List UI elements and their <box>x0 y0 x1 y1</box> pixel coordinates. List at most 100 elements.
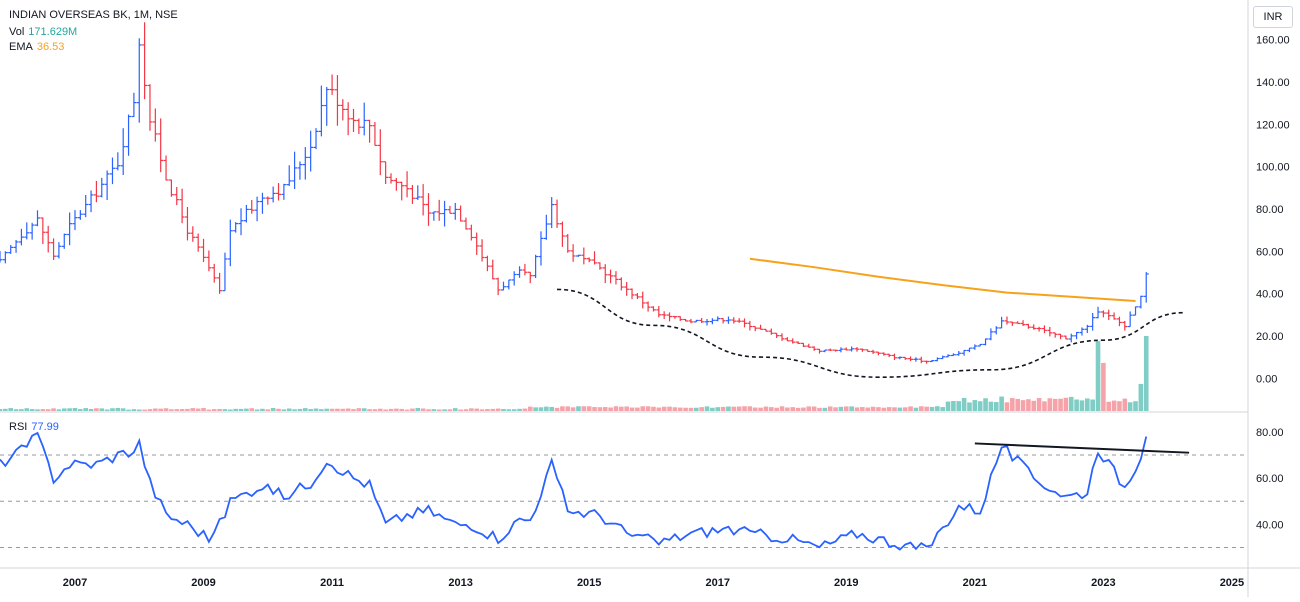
time-tick-label: 2019 <box>834 577 858 589</box>
ohlc-bar <box>142 22 148 100</box>
ohlc-bar <box>276 182 282 201</box>
price-tick-label: 40.00 <box>1256 289 1284 301</box>
volume-bar <box>522 408 528 411</box>
price-tick-label: 120.00 <box>1256 119 1290 131</box>
rsi-line <box>0 431 1148 551</box>
volume-bar <box>640 406 646 411</box>
ohlc-bar <box>259 192 265 214</box>
time-tick-label: 2015 <box>577 577 601 589</box>
volume-bar <box>549 406 554 411</box>
ohlc-bar <box>1133 306 1139 316</box>
volume-bar <box>983 398 988 411</box>
volume-bar <box>854 407 860 411</box>
volume-bar <box>67 408 72 411</box>
currency-button[interactable]: INR <box>1253 6 1293 28</box>
volume-bar <box>490 408 496 411</box>
volume-bar <box>1015 398 1020 411</box>
volume-bar <box>881 407 887 411</box>
ohlc-bar <box>613 271 619 285</box>
ohlc-bar <box>1025 323 1031 329</box>
volume-bar <box>426 409 431 411</box>
ohlc-bar <box>13 239 19 253</box>
ohlc-bar <box>592 251 598 265</box>
time-tick-label: 2011 <box>320 577 344 589</box>
ohlc-bar <box>468 224 474 241</box>
volume-bar <box>24 408 30 411</box>
volume-bar <box>688 407 694 411</box>
ohlc-bar <box>661 311 667 319</box>
ohlc-bar <box>179 188 185 224</box>
ohlc-bar <box>93 180 99 203</box>
ohlc-bar <box>752 325 758 332</box>
volume-bar <box>586 406 592 411</box>
volume-bar <box>158 408 163 411</box>
volume-bar <box>217 409 222 411</box>
volume-bar <box>244 408 249 411</box>
ohlc-bar <box>356 118 362 134</box>
volume-bar <box>0 408 3 411</box>
volume-bar <box>404 409 410 411</box>
volume-bar <box>447 409 453 411</box>
ohlc-bar <box>233 222 239 233</box>
volume-bar <box>897 407 903 411</box>
volume-bar <box>908 406 913 411</box>
ohlc-bar <box>533 254 539 279</box>
volume-bar <box>699 407 704 411</box>
price-tick-label: 160.00 <box>1256 35 1290 47</box>
ohlc-bar <box>174 187 180 206</box>
ohlc-bar <box>843 347 849 351</box>
volume-bar <box>672 407 678 411</box>
ohlc-bar <box>0 251 3 263</box>
volume-bar <box>517 408 522 411</box>
volume-bar <box>388 408 394 411</box>
ohlc-bar <box>56 242 62 259</box>
volume-bar <box>136 409 142 411</box>
ohlc-bar <box>24 222 30 240</box>
symbol-legend: INDIAN OVERSEAS BK, 1M, NSE <box>9 9 178 22</box>
ohlc-bar <box>147 84 153 131</box>
volume-bar <box>431 409 437 411</box>
volume-bar <box>303 408 308 411</box>
ohlc-bar <box>334 75 340 126</box>
ohlc-bar <box>913 357 919 362</box>
volume-bar <box>324 408 330 411</box>
volume-bar <box>1143 336 1149 411</box>
ohlc-bar <box>211 263 217 283</box>
volume-bar <box>613 406 619 411</box>
volume-bar <box>768 407 774 411</box>
ohlc-bar <box>222 252 228 292</box>
ohlc-bar <box>543 214 549 240</box>
volume-bar <box>383 409 388 411</box>
ohlc-bar <box>683 318 689 322</box>
volume-bar <box>1068 396 1074 411</box>
ohlc-bar <box>897 356 903 360</box>
volume-bar <box>710 407 715 411</box>
symbol-title: INDIAN OVERSEAS BK, 1M, NSE <box>9 9 178 21</box>
rsi-trendline <box>974 442 1190 454</box>
time-tick-label: 2007 <box>63 577 87 589</box>
volume-bar <box>367 409 372 411</box>
ohlc-bar <box>254 196 260 222</box>
volume-bar <box>677 407 683 411</box>
volume-bar <box>774 407 779 411</box>
volume-bar <box>961 397 967 411</box>
price-tick-label: 80.00 <box>1256 204 1284 216</box>
ohlc-bar <box>859 348 865 352</box>
ohlc-bar <box>152 108 158 142</box>
ohlc-bar <box>875 351 881 356</box>
volume-bar <box>1004 402 1010 411</box>
ohlc-bar <box>201 238 207 263</box>
volume-bar <box>292 409 297 411</box>
ohlc-bar <box>506 279 512 290</box>
ohlc-bar <box>425 193 431 226</box>
ohlc-bar <box>870 349 876 354</box>
ohlc-bar <box>549 197 555 229</box>
volume-bar <box>265 409 271 411</box>
ohlc-bar <box>495 277 501 296</box>
volume-bar <box>838 406 844 411</box>
volume-bar <box>45 409 51 411</box>
volume-bar <box>179 409 185 411</box>
ohlc-bar <box>18 228 24 246</box>
ohlc-bar <box>168 179 174 197</box>
